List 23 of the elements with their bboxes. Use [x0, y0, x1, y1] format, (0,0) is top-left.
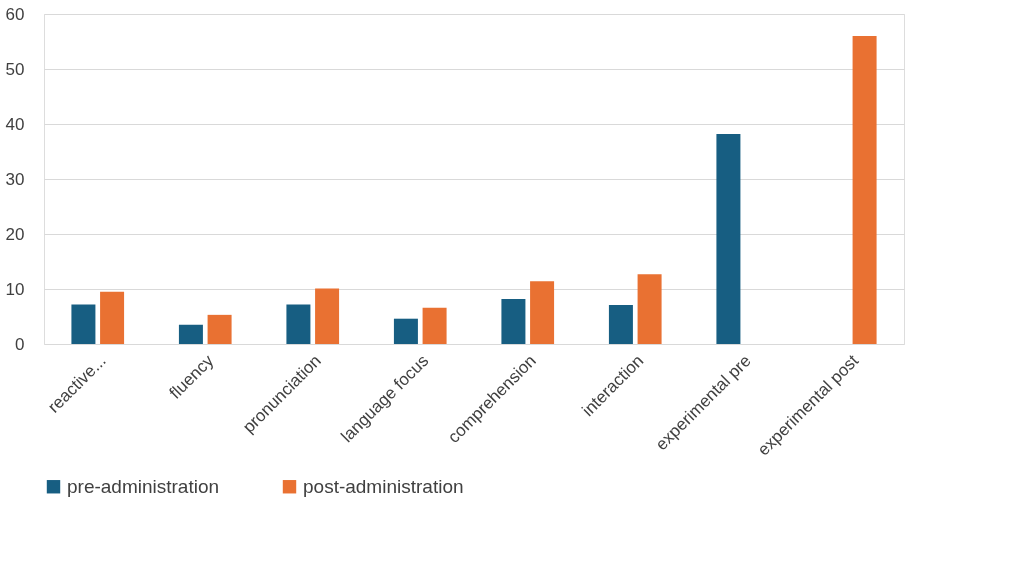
bar	[100, 291, 125, 344]
bar	[637, 274, 662, 344]
y-tick-label: 60	[5, 4, 25, 24]
bar	[71, 304, 96, 344]
bar	[530, 281, 555, 344]
y-tick-label: 10	[5, 279, 25, 299]
y-tick-label: 0	[15, 334, 25, 354]
bar	[315, 288, 340, 344]
y-tick-label: 20	[5, 224, 25, 244]
bar	[852, 36, 877, 344]
bar	[178, 324, 203, 344]
bar	[501, 298, 526, 344]
bar	[422, 307, 447, 344]
bar	[207, 314, 232, 344]
bar	[286, 304, 311, 344]
y-tick-label: 50	[5, 59, 25, 79]
legend-label: post-administration	[303, 475, 464, 497]
legend-label: pre-administration	[67, 475, 220, 497]
y-tick-label: 40	[5, 114, 25, 134]
bar	[716, 133, 741, 344]
bar	[608, 304, 633, 344]
bar	[393, 318, 418, 344]
y-tick-label: 30	[5, 169, 25, 189]
